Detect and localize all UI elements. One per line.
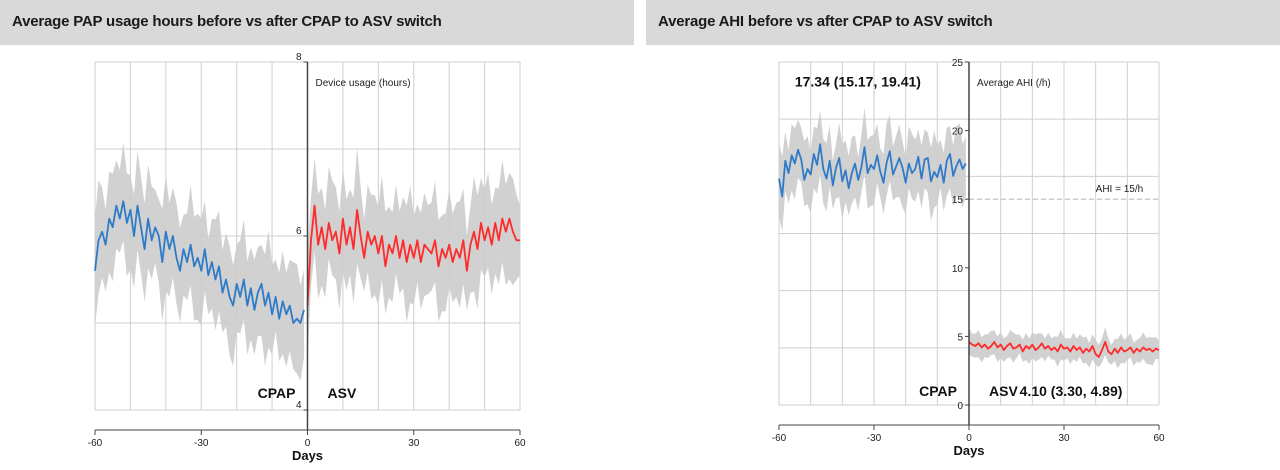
x-tick-label: 60 [1153, 433, 1165, 444]
y-axis-title: Device usage (hours) [316, 78, 411, 89]
y-tick-label: 6 [296, 226, 302, 237]
usage-chart-svg: 4 6 8 -60 -30 0 30 60 Device usage (hours) Days CP… [88, 52, 526, 463]
x-axis-title: Days [292, 448, 323, 463]
chart-header: Average AHI before vs after CPAP to ASV … [646, 0, 1280, 45]
y-tick-label: 20 [952, 127, 964, 138]
x-tick-label: 0 [305, 438, 311, 449]
confidence-band-asv [307, 147, 520, 359]
x-axis-title: Days [953, 443, 984, 458]
annotation-after: 4.10 (3.30, 4.89) [1020, 383, 1123, 399]
x-tick-label: 60 [514, 438, 526, 449]
y-tick-label: 25 [952, 58, 964, 69]
chart-header: Average PAP usage hours before vs after … [0, 0, 634, 45]
x-tick-label: -30 [867, 433, 882, 444]
period-label-before: CPAP [919, 383, 957, 399]
x-tick-label: 0 [966, 433, 972, 444]
chart-title: Average PAP usage hours before vs after … [12, 13, 442, 30]
x-tick-label: -30 [194, 438, 209, 449]
series-line-cpap [778, 143, 967, 198]
y-tick-label: 5 [957, 332, 963, 343]
x-tick-label: -60 [772, 433, 787, 444]
confidence-band-cpap [779, 107, 966, 232]
y-tick-label: 15 [952, 195, 964, 206]
ahi-chart-svg: AHI = 15/h 0 5 10 15 20 25 -60 -30 0 30 60 Average A… [772, 58, 1165, 458]
y-tick-label: 4 [296, 400, 302, 411]
period-label-after: ASV [989, 383, 1018, 399]
x-tick-label: -60 [88, 438, 103, 449]
series-line-asv [968, 341, 1160, 358]
y-axis-title: Average AHI (/h) [977, 78, 1051, 89]
y-tick-label: 10 [952, 264, 964, 275]
chart-panel-usage: Average PAP usage hours before vs after … [0, 0, 634, 470]
period-label-before: CPAP [258, 385, 296, 401]
x-tick-label: 30 [408, 438, 420, 449]
x-tick-label: 30 [1058, 433, 1070, 444]
period-label-after: ASV [328, 385, 357, 401]
series-line-cpap [94, 200, 305, 324]
chart-panel-ahi: Average AHI before vs after CPAP to ASV … [646, 0, 1280, 470]
series-line-asv [306, 204, 520, 306]
y-tick-label: 8 [296, 52, 302, 63]
chart-title: Average AHI before vs after CPAP to ASV … [658, 13, 993, 30]
y-tick-label: 0 [957, 401, 963, 412]
annotation-before: 17.34 (15.17, 19.41) [795, 74, 921, 90]
reference-line-label: AHI = 15/h [1096, 184, 1144, 195]
